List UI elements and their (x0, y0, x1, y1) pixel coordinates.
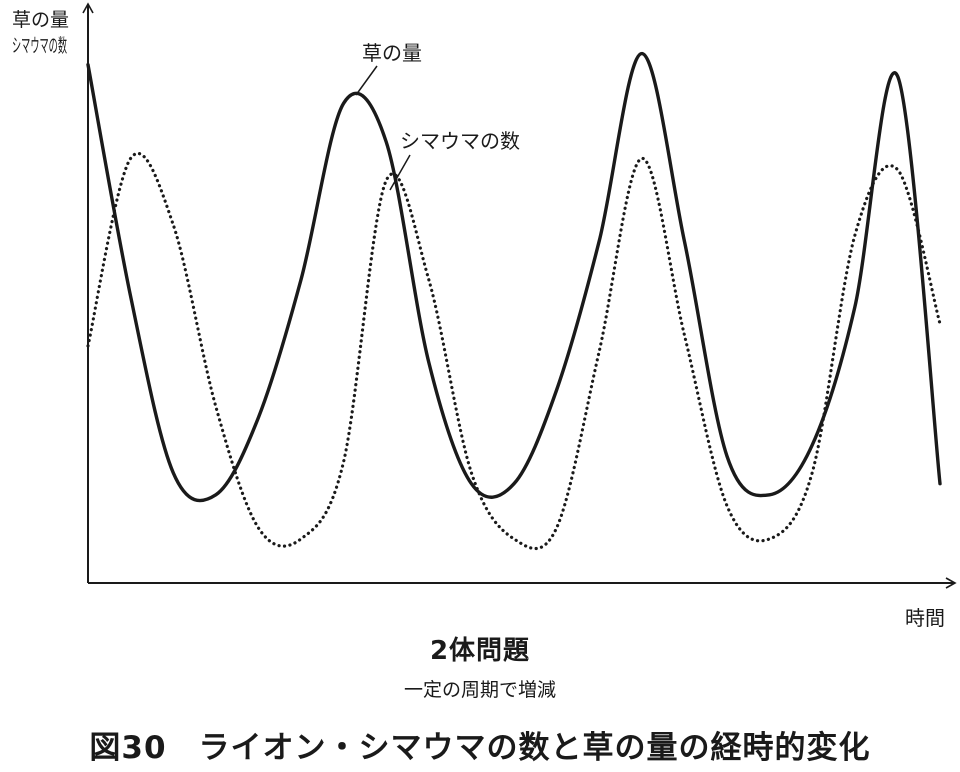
x-axis-label: 時間 (905, 606, 945, 630)
y-axis-label-line2: 量 (50, 9, 69, 31)
y-axis-label-line1: 草の (12, 9, 50, 31)
grass-annotation-leader (355, 65, 378, 96)
y-axis-label-line3: シマウマの数 (12, 35, 67, 57)
chart: 草の 量 シマウマの数 時間 草の量 シマウマの数 (12, 2, 957, 630)
chart-description: 一定の周期で増減 (403, 679, 556, 701)
zebra-annotation-label: シマウマの数 (400, 129, 520, 153)
zebra-annotation-leader (389, 154, 411, 191)
zebra-count-line (86, 151, 942, 550)
grass-annotation-label: 草の量 (362, 41, 422, 65)
chart-subtitle: 2体問題 (429, 636, 531, 666)
grass-amount-line (86, 51, 942, 503)
figure-caption: 図30 ライオン・シマウマの数と草の量の経時的変化 (89, 730, 871, 766)
